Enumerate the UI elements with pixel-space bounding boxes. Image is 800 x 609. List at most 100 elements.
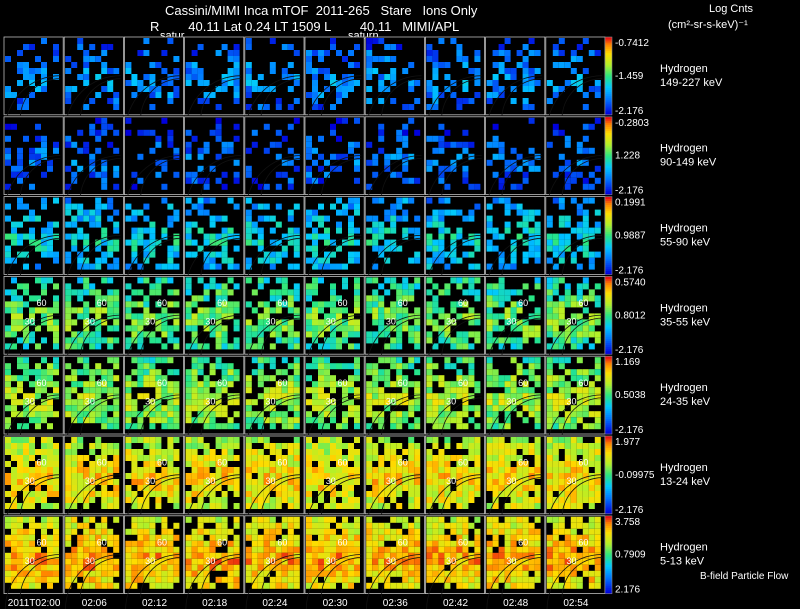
heatmap-pixel xyxy=(468,497,475,503)
heatmap-pixel xyxy=(71,239,78,246)
heatmap-pixel xyxy=(384,325,391,332)
heatmap-pixel xyxy=(245,38,252,44)
heatmap-pixel xyxy=(251,437,258,443)
heatmap-pixel xyxy=(372,387,379,394)
heatmap-pixel xyxy=(348,455,354,461)
heatmap-pixel xyxy=(125,313,132,320)
heatmap-pixel xyxy=(564,301,571,308)
heatmap-pixel xyxy=(384,467,391,473)
heatmap-pixel xyxy=(77,203,84,210)
heatmap-pixel xyxy=(516,343,523,350)
heatmap-pixel xyxy=(576,209,583,216)
colorbar-segment xyxy=(605,474,612,478)
heatmap-pixel xyxy=(5,540,11,547)
heatmap-pixel xyxy=(396,331,403,338)
heatmap-pixel xyxy=(95,343,102,350)
heatmap-pixel xyxy=(287,491,294,497)
heatmap-pixel xyxy=(173,74,180,80)
heatmap-pixel xyxy=(390,227,397,234)
heatmap-pixel xyxy=(287,461,294,467)
heatmap-pixel xyxy=(65,86,72,92)
heatmap-pixel xyxy=(450,522,457,529)
heatmap-pixel xyxy=(504,74,511,80)
heatmap-pixel xyxy=(263,558,270,565)
heatmap-pixel xyxy=(462,177,469,184)
contour-label: 30 xyxy=(446,476,456,486)
heatmap-pixel xyxy=(558,467,565,473)
heatmap-pixel xyxy=(71,86,78,92)
colorbar-segment xyxy=(605,402,612,406)
heatmap-pixel xyxy=(312,467,318,473)
heatmap-pixel xyxy=(576,467,583,473)
heatmap-pixel xyxy=(318,50,324,56)
heatmap-pixel xyxy=(281,289,288,296)
contour-label: 60 xyxy=(37,458,47,468)
heatmap-pixel xyxy=(474,331,481,338)
heatmap-pixel xyxy=(83,546,90,553)
heatmap-pixel xyxy=(65,455,72,461)
heatmap-pixel xyxy=(462,455,469,461)
heatmap-pixel xyxy=(456,491,463,497)
heatmap-pixel xyxy=(498,546,505,553)
heatmap-pixel xyxy=(336,153,342,160)
heatmap-pixel xyxy=(342,528,348,535)
contour-line xyxy=(381,158,422,199)
heatmap-pixel xyxy=(306,467,312,473)
heatmap-pixel xyxy=(396,153,403,160)
contour-label: 30 xyxy=(506,396,516,406)
heatmap-pixel xyxy=(336,381,342,388)
heatmap-pixel xyxy=(366,301,373,308)
heatmap-pixel xyxy=(245,277,252,284)
heatmap-pixel xyxy=(342,467,348,473)
heatmap-pixel xyxy=(426,393,433,400)
heatmap-pixel xyxy=(71,473,78,479)
heatmap-pixel xyxy=(324,437,330,443)
heatmap-pixel xyxy=(137,381,144,388)
heatmap-pixel xyxy=(149,546,156,553)
heatmap-pixel xyxy=(203,325,210,332)
heatmap-pixel xyxy=(486,221,493,228)
heatmap-pixel xyxy=(227,257,234,264)
heatmap-pixel xyxy=(161,405,168,412)
heatmap-pixel xyxy=(203,375,210,382)
heatmap-pixel xyxy=(558,485,565,491)
heatmap-pixel xyxy=(348,62,354,68)
heatmap-pixel xyxy=(396,473,403,479)
contour-label: 60 xyxy=(157,537,167,547)
heatmap-pixel xyxy=(366,503,373,509)
heatmap-pixel xyxy=(71,479,78,485)
heatmap-pixel xyxy=(257,534,264,541)
heatmap-pixel xyxy=(35,307,41,314)
heatmap-pixel xyxy=(576,497,583,503)
heatmap-pixel xyxy=(450,467,457,473)
heatmap-pixel xyxy=(191,437,198,443)
heatmap-pixel xyxy=(77,417,84,424)
heatmap-pixel xyxy=(558,393,565,400)
heatmap-pixel xyxy=(516,399,523,406)
heatmap-pixel xyxy=(287,209,294,216)
heatmap-pixel xyxy=(89,337,96,344)
heatmap-pixel xyxy=(251,491,258,497)
heatmap-pixel xyxy=(438,239,445,246)
heatmap-pixel xyxy=(336,437,342,443)
heatmap-pixel xyxy=(197,387,204,394)
heatmap-pixel xyxy=(516,479,523,485)
heatmap-pixel xyxy=(197,307,204,314)
heatmap-pixel xyxy=(594,117,601,124)
heatmap-pixel xyxy=(582,411,589,418)
heatmap-pixel xyxy=(564,177,571,184)
heatmap-pixel xyxy=(570,50,577,56)
heatmap-pixel xyxy=(287,301,294,308)
heatmap-pixel xyxy=(378,369,385,376)
heatmap-pixel xyxy=(456,369,463,376)
heatmap-pixel xyxy=(474,576,481,583)
heatmap-pixel xyxy=(528,503,535,509)
heatmap-pixel xyxy=(95,209,102,216)
heatmap-pixel xyxy=(588,387,595,394)
heatmap-pixel xyxy=(390,443,397,449)
heatmap-pixel xyxy=(366,455,373,461)
heatmap-pixel xyxy=(564,357,571,364)
heatmap-pixel xyxy=(77,467,84,473)
heatmap-pixel xyxy=(149,417,156,424)
heatmap-pixel xyxy=(396,283,403,290)
